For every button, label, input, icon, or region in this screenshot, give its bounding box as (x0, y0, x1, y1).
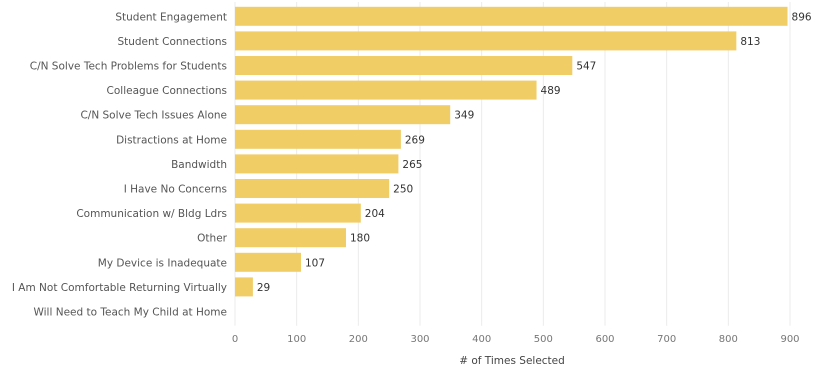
x-tick-label: 900 (780, 334, 799, 345)
value-label: 250 (393, 184, 413, 196)
category-label: C/N Solve Tech Problems for Students (30, 61, 227, 73)
category-label: Student Connections (117, 36, 227, 48)
category-label: Student Engagement (115, 11, 227, 23)
x-tick-label: 800 (719, 334, 738, 345)
bar (235, 252, 301, 272)
value-label: 107 (305, 257, 325, 269)
value-label: 896 (792, 11, 812, 23)
bar (235, 80, 537, 100)
bar (235, 129, 401, 149)
x-tick-label: 500 (534, 334, 553, 345)
labels: Student Engagement 896 Student Connections… (12, 11, 812, 318)
category-label: My Device is Inadequate (98, 257, 227, 269)
x-tick-label: 300 (410, 334, 429, 345)
x-tick-label: 200 (349, 334, 368, 345)
value-label: 29 (257, 282, 270, 294)
gridlines (234, 2, 791, 326)
bar (235, 277, 253, 297)
value-label: 269 (405, 134, 425, 146)
x-tick-label: 400 (472, 334, 491, 345)
category-label: Bandwidth (171, 159, 227, 171)
category-label: Colleague Connections (107, 85, 227, 97)
value-label: 813 (740, 36, 760, 48)
bar (235, 6, 788, 26)
category-label: Other (197, 233, 227, 245)
value-label: 489 (541, 85, 561, 97)
category-label: Will Need to Teach My Child at Home (33, 307, 227, 319)
bar (235, 56, 573, 75)
x-tick-label: 700 (657, 334, 676, 345)
value-label: 204 (365, 208, 385, 220)
x-tick-label: 600 (595, 334, 614, 345)
bar (235, 31, 737, 51)
x-tick-label: 0 (232, 334, 238, 345)
bars (235, 6, 788, 297)
x-tick-label: 100 (287, 334, 306, 345)
bar (235, 228, 346, 248)
value-label: 180 (350, 233, 370, 245)
category-label: Distractions at Home (116, 134, 227, 146)
x-axis-ticks: 0 100 200 300 400 500 600 700 800 900 (232, 334, 800, 345)
value-label: 265 (402, 159, 422, 171)
category-label: I Am Not Comfortable Returning Virtually (12, 282, 227, 294)
value-label: 547 (576, 61, 596, 73)
x-axis-title: # of Times Selected (459, 355, 565, 367)
bar (235, 179, 390, 198)
category-label: C/N Solve Tech Issues Alone (80, 110, 227, 122)
category-label: I Have No Concerns (124, 184, 227, 196)
category-label: Communication w/ Bldg Ldrs (76, 208, 227, 220)
bar (235, 105, 451, 125)
bar (235, 203, 361, 223)
value-label: 349 (454, 110, 474, 122)
bar (235, 154, 399, 174)
